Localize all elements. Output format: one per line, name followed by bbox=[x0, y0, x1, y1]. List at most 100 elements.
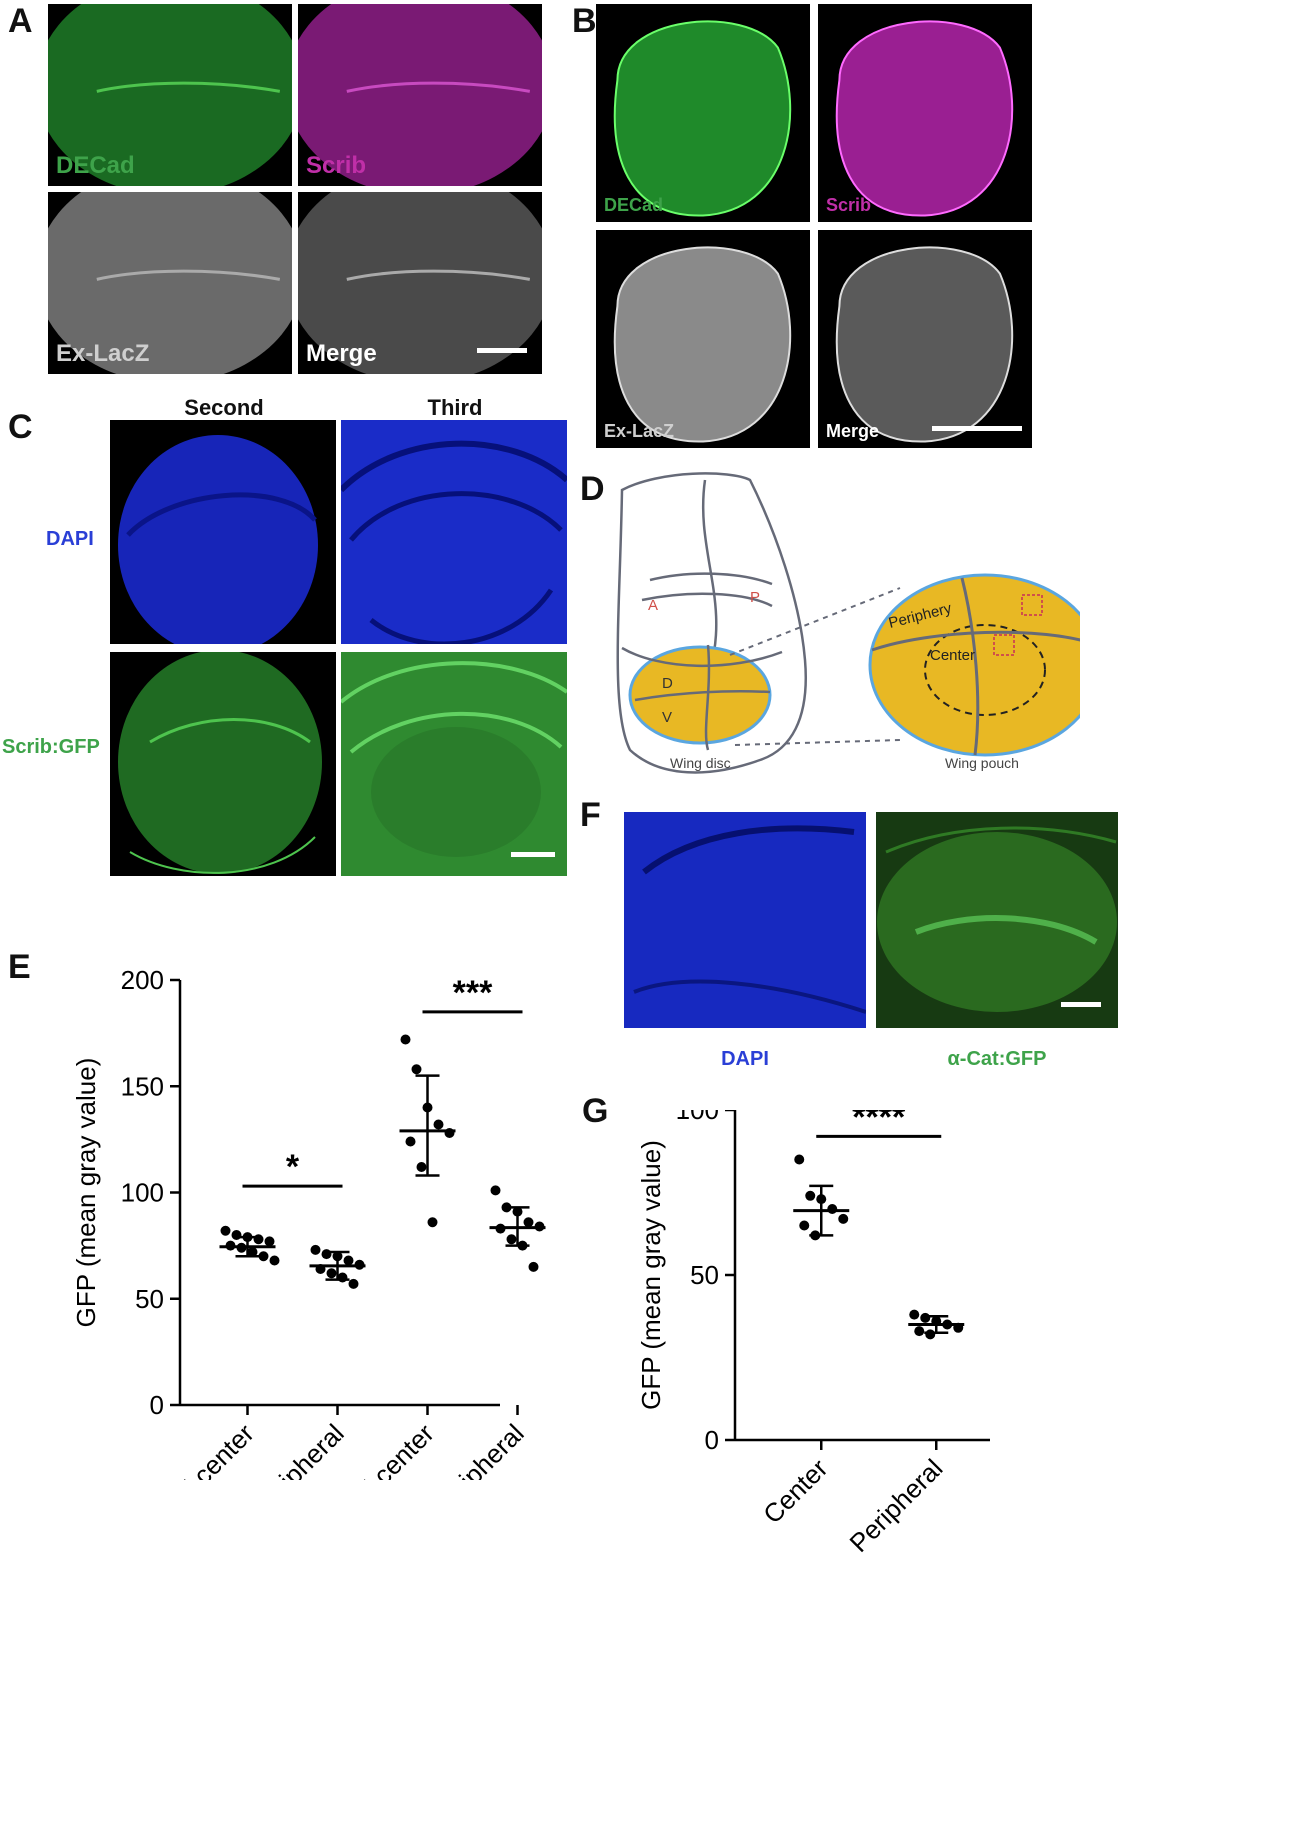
data-point bbox=[247, 1247, 258, 1257]
data-point bbox=[416, 1162, 427, 1172]
disc-internal-line bbox=[701, 479, 718, 671]
panel-label-e: E bbox=[8, 948, 31, 986]
label-f-dapi: DAPI bbox=[721, 1048, 769, 1070]
micro-a-merge: Merge bbox=[298, 192, 542, 374]
data-point bbox=[838, 1213, 849, 1224]
label-center: Center bbox=[930, 647, 975, 664]
y-tick-label: 50 bbox=[690, 1260, 719, 1290]
caption-merge: Merge bbox=[826, 421, 880, 441]
data-point bbox=[506, 1234, 517, 1245]
y-tick-label: 0 bbox=[705, 1425, 719, 1455]
label-d: D bbox=[662, 675, 673, 692]
data-point bbox=[258, 1251, 269, 1262]
data-point bbox=[269, 1255, 280, 1266]
significance-label: **** bbox=[852, 1110, 906, 1136]
data-point bbox=[310, 1244, 321, 1255]
panel-label-d: D bbox=[580, 470, 605, 508]
data-point bbox=[827, 1204, 838, 1214]
scale-bar bbox=[1061, 1002, 1101, 1007]
data-point bbox=[427, 1217, 438, 1228]
col-label-third: Third bbox=[427, 395, 483, 420]
caption-decad: DECad bbox=[604, 195, 664, 215]
data-point bbox=[400, 1034, 411, 1045]
data-point bbox=[405, 1136, 416, 1147]
micro-c-gfp-second bbox=[110, 652, 336, 876]
data-point bbox=[914, 1326, 925, 1337]
micro-a-decad: DECad bbox=[48, 4, 292, 186]
panel-label-f: F bbox=[580, 796, 601, 834]
col-label-second: Second bbox=[184, 395, 264, 420]
label-wing-disc: Wing disc bbox=[670, 755, 731, 771]
micro-c-dapi-second bbox=[110, 420, 336, 644]
x-tick-label: Center bbox=[757, 1453, 834, 1530]
scale-bar bbox=[932, 426, 1022, 431]
caption-scrib: Scrib bbox=[826, 195, 872, 215]
panel-label-a: A bbox=[8, 2, 33, 40]
micro-c-gfp-third bbox=[341, 652, 567, 876]
micro-b-ex-lacz: Ex-LacZ bbox=[596, 230, 810, 448]
x-tick-label: Peripheral bbox=[843, 1453, 948, 1558]
y-tick-label: 100 bbox=[676, 1110, 719, 1125]
data-point bbox=[805, 1190, 816, 1201]
micro-b-scrib: Scrib bbox=[818, 4, 1032, 222]
data-point bbox=[528, 1261, 539, 1272]
y-axis-label: GFP (mean gray value) bbox=[636, 1140, 666, 1410]
data-point bbox=[321, 1249, 332, 1260]
wing-disc-diagram: A P D V Wing disc Periphery Center Wing … bbox=[616, 472, 1080, 774]
panel-label-g: G bbox=[582, 1092, 609, 1130]
data-point bbox=[337, 1272, 348, 1283]
caption-merge: Merge bbox=[306, 340, 377, 367]
data-point bbox=[231, 1230, 242, 1240]
disc-fold-1 bbox=[649, 572, 773, 586]
y-tick-label: 150 bbox=[121, 1071, 164, 1101]
caption-ex-lacz: Ex-LacZ bbox=[56, 340, 150, 367]
micro-f-dapi bbox=[624, 812, 866, 1028]
micro-b-decad: DECad bbox=[596, 4, 810, 222]
data-point bbox=[220, 1225, 231, 1236]
data-point bbox=[264, 1236, 275, 1247]
data-point bbox=[433, 1119, 444, 1130]
significance-label: *** bbox=[453, 974, 493, 1012]
caption-ex-lacz: Ex-LacZ bbox=[604, 421, 675, 441]
label-wing-pouch: Wing pouch bbox=[945, 755, 1019, 771]
x-tick-label: 3rd center bbox=[336, 1418, 440, 1480]
y-tick-label: 100 bbox=[121, 1178, 164, 1208]
data-point bbox=[925, 1329, 936, 1340]
caption-scrib: Scrib bbox=[306, 152, 367, 179]
micro-b-merge: Merge bbox=[818, 230, 1032, 448]
micro-c-dapi-third bbox=[341, 420, 567, 644]
chart-g: 0 50 100 GFP (mean gray value) Center Periphe… bbox=[636, 1110, 990, 1558]
y-tick-label: 200 bbox=[121, 965, 164, 995]
panel-label-c: C bbox=[8, 408, 33, 446]
label-a: A bbox=[648, 597, 658, 614]
row-label-scrib-gfp: Scrib:GFP bbox=[2, 736, 100, 758]
data-point bbox=[411, 1064, 422, 1075]
micro-a-ex-lacz: Ex-LacZ bbox=[48, 192, 292, 374]
data-point bbox=[909, 1309, 920, 1320]
y-tick-label: 0 bbox=[150, 1390, 164, 1420]
data-point bbox=[490, 1185, 501, 1196]
y-axis-label: GFP (mean gray value) bbox=[71, 1058, 101, 1328]
micro-a-scrib: Scrib bbox=[298, 4, 542, 186]
label-p: P bbox=[750, 589, 760, 606]
scale-bar bbox=[511, 852, 555, 857]
data-point bbox=[326, 1268, 337, 1279]
micro-f-gfp bbox=[876, 812, 1118, 1028]
caption-decad: DECad bbox=[56, 152, 135, 179]
y-tick-label: 50 bbox=[135, 1284, 164, 1314]
x-tick-label: 2nd center bbox=[152, 1418, 260, 1480]
data-point bbox=[920, 1312, 931, 1323]
data-point bbox=[348, 1278, 359, 1289]
data-point bbox=[799, 1220, 810, 1231]
data-point bbox=[343, 1255, 354, 1266]
label-f-gfp: α-Cat:GFP bbox=[947, 1048, 1047, 1070]
label-v: V bbox=[662, 709, 672, 726]
data-point bbox=[794, 1154, 805, 1165]
disc-fold-2 bbox=[641, 592, 773, 608]
data-point bbox=[523, 1217, 534, 1228]
chart-e: 0 50 100 150 200 GFP (mean gray value) 2nd cen… bbox=[71, 965, 546, 1480]
disc-pouch bbox=[628, 645, 772, 745]
row-label-dapi: DAPI bbox=[46, 528, 94, 550]
significance-label: * bbox=[286, 1148, 300, 1186]
panel-label-b: B bbox=[572, 2, 597, 40]
